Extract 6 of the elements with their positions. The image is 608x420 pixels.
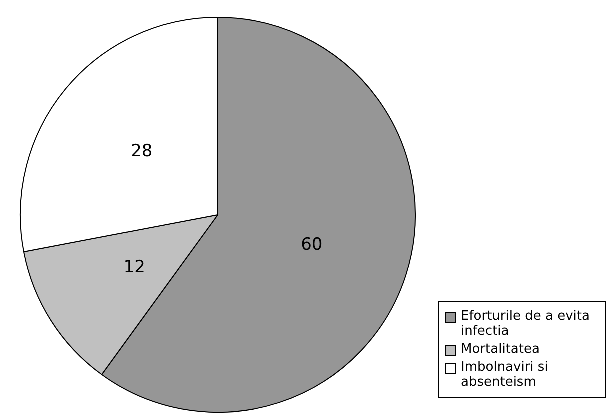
legend-label: Mortalitatea <box>461 342 540 357</box>
legend-label: Eforturile de a evita infectia <box>461 309 591 339</box>
data-label: 12 <box>124 257 146 278</box>
data-label: 60 <box>301 234 323 255</box>
data-label: 28 <box>131 141 153 162</box>
legend-label: Imbolnaviri si absenteism <box>461 360 550 390</box>
